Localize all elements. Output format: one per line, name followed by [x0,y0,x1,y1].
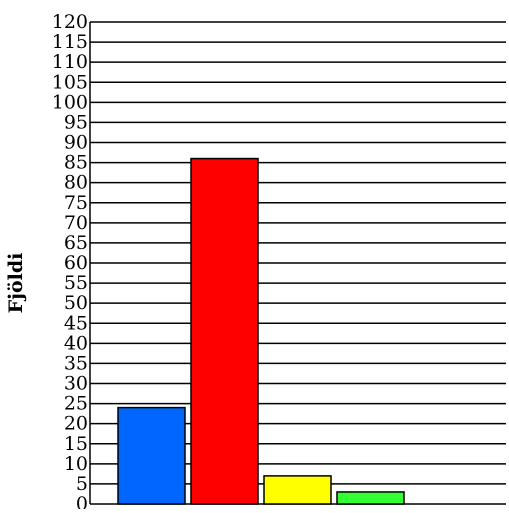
y-tick-label: 120 [52,11,88,33]
y-tick-label: 85 [64,152,88,174]
y-tick-label: 40 [64,332,88,354]
y-tick-label: 60 [64,252,88,274]
bar [190,157,259,505]
y-tick-label: 35 [64,352,88,374]
y-tick-label: 80 [64,172,88,194]
y-tick-label: 25 [64,393,88,415]
y-tick-label: 105 [52,71,88,93]
y-tick-label: 10 [64,453,88,475]
bar [336,491,405,505]
y-tick-label: 30 [64,373,88,395]
y-tick-label: 65 [64,232,88,254]
bar [117,406,186,505]
y-tick-labels: 0510152025303540455055606570758085909510… [52,11,88,513]
y-tick-label: 5 [76,473,88,495]
y-tick-label: 20 [64,413,88,435]
bars [117,157,405,505]
y-tick-label: 75 [64,192,88,214]
y-axis-title: Fjöldi [5,253,27,314]
y-tick-label: 110 [52,51,88,73]
y-tick-label: 100 [52,91,88,113]
y-tick-label: 115 [52,31,88,53]
bar [263,475,332,505]
y-tick-label: 45 [64,312,88,334]
y-tick-label: 55 [64,272,88,294]
y-tick-label: 95 [64,111,88,133]
y-tick-label: 90 [64,132,88,154]
y-tick-label: 70 [64,212,88,234]
grid-lines [90,21,506,505]
y-tick-label: 50 [64,292,88,314]
y-tick-label: 15 [64,433,88,455]
y-tick-label: 0 [76,493,88,509]
